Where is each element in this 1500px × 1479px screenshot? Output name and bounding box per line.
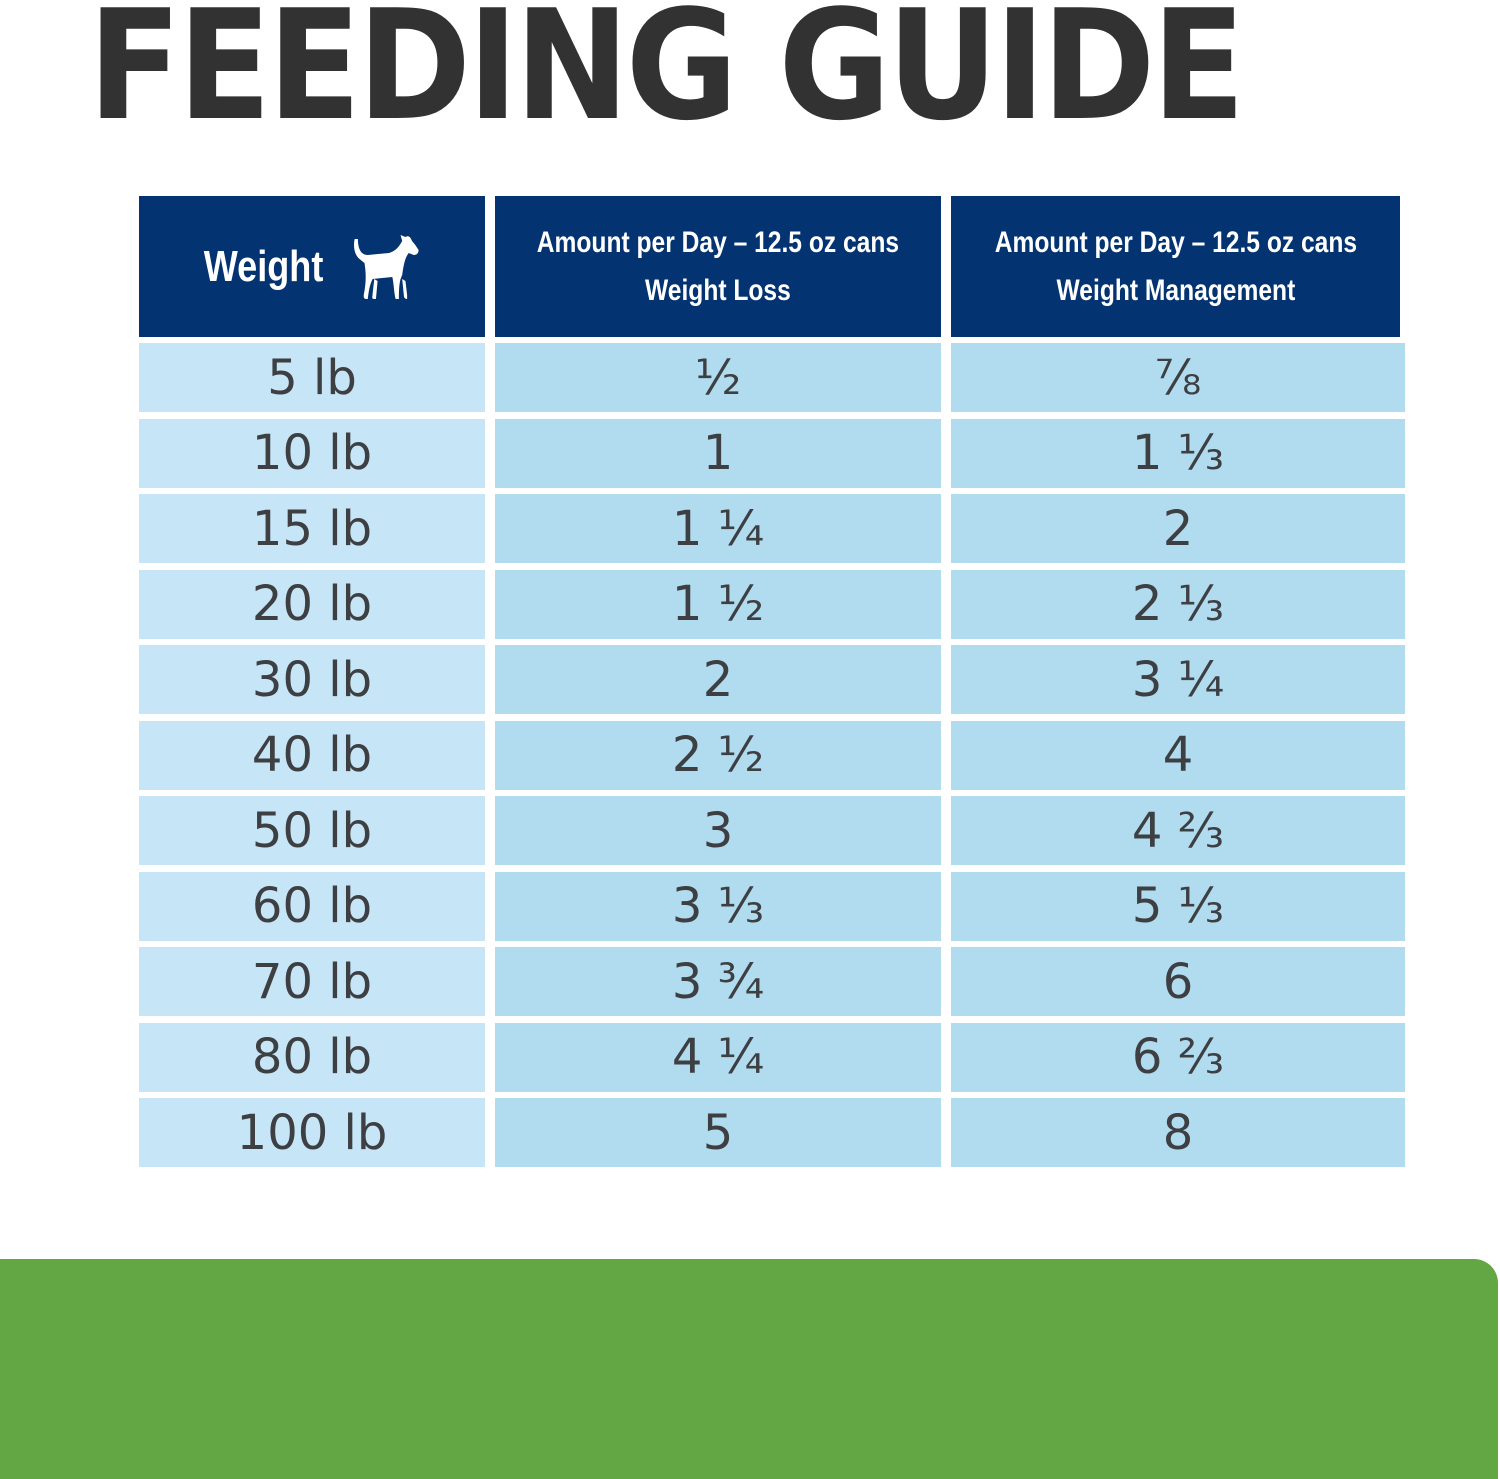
header-weight: Weight [139, 196, 485, 337]
table-row: 40 lb 2 ½ 4 [139, 720, 1405, 790]
header-weight-management-line1: Amount per Day – 12.5 oz cans [994, 225, 1357, 259]
weight-management-cell: 6 ⅔ [951, 1022, 1405, 1092]
table-row: 60 lb 3 ⅓ 5 ⅓ [139, 871, 1405, 941]
weight-management-cell: 5 ⅓ [951, 871, 1405, 941]
weight-loss-cell: 4 ¼ [495, 1022, 941, 1092]
weight-loss-cell: 3 [495, 796, 941, 865]
table-row: 5 lb ½ ⅞ [139, 343, 1405, 412]
weight-cell: 30 lb [139, 645, 485, 714]
weight-management-cell: 2 [951, 494, 1405, 563]
weight-cell: 100 lb [139, 1098, 485, 1167]
table-header-row: Weight Amount per Day – 12.5 oz cans Wei… [139, 196, 1405, 337]
table-row: 50 lb 3 4 ⅔ [139, 796, 1405, 865]
header-weight-loss-line1: Amount per Day – 12.5 oz cans [536, 225, 900, 259]
header-weight-loss-line2: Weight Loss [645, 273, 791, 307]
table-row: 100 lb 5 8 [139, 1098, 1405, 1167]
weight-cell: 5 lb [139, 343, 485, 412]
table-row: 15 lb 1 ¼ 2 [139, 494, 1405, 563]
weight-cell: 60 lb [139, 871, 485, 941]
header-weight-management-line2: Weight Management [1056, 273, 1295, 307]
weight-cell: 50 lb [139, 796, 485, 865]
weight-cell: 20 lb [139, 569, 485, 639]
header-weight-loss: Amount per Day – 12.5 oz cans Weight Los… [495, 196, 941, 337]
page-title: FEEDING GUIDE [88, 0, 1245, 154]
header-weight-management: Amount per Day – 12.5 oz cans Weight Man… [951, 196, 1400, 337]
weight-loss-cell: 1 [495, 418, 941, 488]
weight-cell: 10 lb [139, 418, 485, 488]
weight-management-cell: 4 [951, 720, 1405, 790]
weight-cell: 15 lb [139, 494, 485, 563]
weight-loss-cell: ½ [495, 343, 941, 412]
weight-loss-cell: 2 ½ [495, 720, 941, 790]
weight-management-cell: ⅞ [951, 343, 1405, 412]
weight-management-cell: 6 [951, 947, 1405, 1016]
table-row: 30 lb 2 3 ¼ [139, 645, 1405, 714]
weight-loss-cell: 2 [495, 645, 941, 714]
feeding-table: Weight Amount per Day – 12.5 oz cans Wei… [139, 196, 1405, 1174]
weight-loss-cell: 5 [495, 1098, 941, 1167]
table-row: 10 lb 1 1 ⅓ [139, 418, 1405, 488]
weight-management-cell: 4 ⅔ [951, 796, 1405, 865]
footer-green-band [0, 1259, 1498, 1479]
table-row: 80 lb 4 ¼ 6 ⅔ [139, 1022, 1405, 1092]
weight-loss-cell: 3 ⅓ [495, 871, 941, 941]
weight-management-cell: 8 [951, 1098, 1405, 1167]
dog-icon [353, 234, 419, 299]
header-weight-label: Weight [203, 241, 324, 291]
table-row: 70 lb 3 ¾ 6 [139, 947, 1405, 1016]
weight-loss-cell: 1 ¼ [495, 494, 941, 563]
weight-cell: 80 lb [139, 1022, 485, 1092]
weight-management-cell: 1 ⅓ [951, 418, 1405, 488]
table-row: 20 lb 1 ½ 2 ⅓ [139, 569, 1405, 639]
weight-loss-cell: 1 ½ [495, 569, 941, 639]
table-body: 5 lb ½ ⅞ 10 lb 1 1 ⅓ 15 lb 1 ¼ 2 20 lb 1… [139, 343, 1405, 1167]
weight-management-cell: 2 ⅓ [951, 569, 1405, 639]
weight-cell: 70 lb [139, 947, 485, 1016]
weight-loss-cell: 3 ¾ [495, 947, 941, 1016]
weight-management-cell: 3 ¼ [951, 645, 1405, 714]
weight-cell: 40 lb [139, 720, 485, 790]
